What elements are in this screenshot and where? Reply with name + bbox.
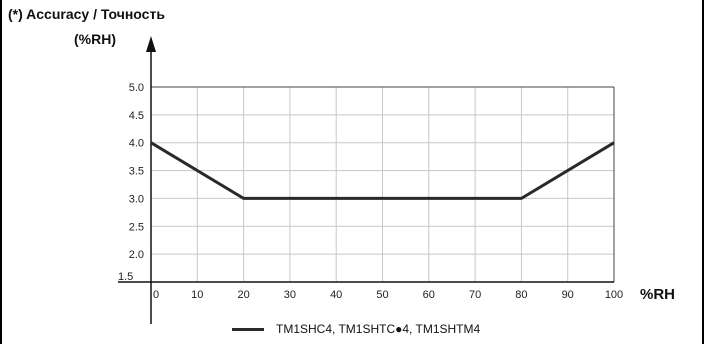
chart-title: (*) Accuracy / Точность [8, 6, 165, 22]
x-tick-label: 10 [191, 289, 203, 301]
y-tick-label: 2.0 [129, 249, 144, 261]
y-tick-label: 1.5 [118, 271, 133, 283]
legend-label: TM1SHC4, TM1SHTC●4, TM1SHTM4 [276, 322, 481, 336]
x-tick-label: 90 [562, 289, 574, 301]
y-tick-label: 3.5 [129, 166, 144, 178]
x-tick-label: 60 [423, 289, 435, 301]
x-tick-label: 100 [605, 289, 623, 301]
y-axis-arrow [146, 36, 156, 52]
y-tick-label: 3.0 [129, 193, 144, 205]
x-axis-label: %RH [640, 286, 676, 303]
legend-swatch [232, 327, 264, 331]
y-axis-label: (%RH) [74, 31, 116, 47]
left-border [0, 0, 2, 344]
y-tick-label: 4.5 [129, 110, 144, 122]
x-tick-label: 0 [153, 289, 159, 301]
legend: TM1SHC4, TM1SHTC●4, TM1SHTM4 [232, 322, 480, 336]
x-tick-label: 30 [284, 289, 296, 301]
series-line [150, 141, 615, 200]
y-tick-label: 4.0 [129, 138, 144, 150]
x-tick-label: 70 [469, 289, 481, 301]
y-tick-label: 5.0 [129, 82, 144, 94]
x-tick-label: 40 [330, 289, 342, 301]
y-tick-label: 2.5 [129, 221, 144, 233]
x-tick-label: 80 [515, 289, 527, 301]
x-tick-label: 20 [237, 289, 249, 301]
right-border [702, 0, 704, 344]
x-tick-label: 50 [376, 289, 388, 301]
